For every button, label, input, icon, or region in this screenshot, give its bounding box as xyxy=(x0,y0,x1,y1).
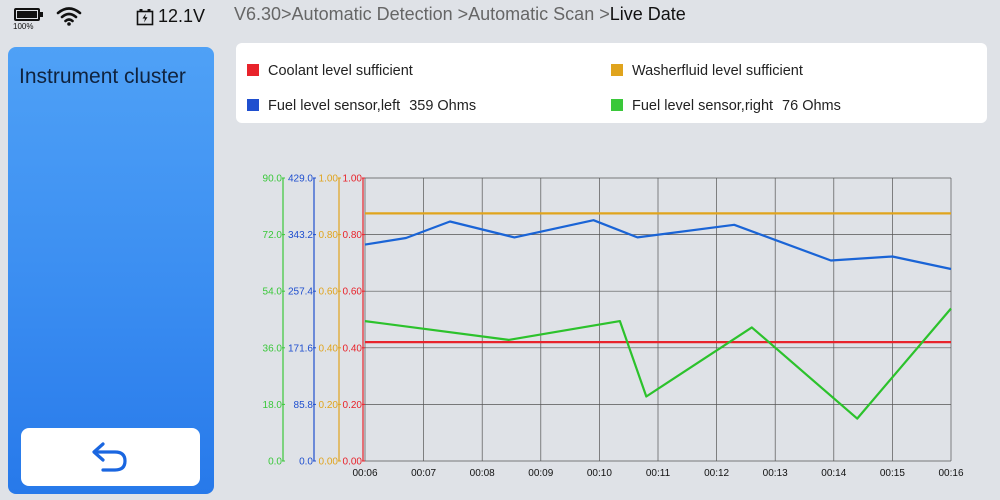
x-tick-label: 00:11 xyxy=(646,468,671,479)
series-line-fuel-level-sensor-left xyxy=(364,219,952,271)
status-bar: 100% 12.1V xyxy=(0,0,220,36)
legend-label: Coolant level sufficient xyxy=(268,63,413,79)
series-line-fuel-level-sensor-right xyxy=(364,307,952,420)
breadcrumb-path: V6.30>Automatic Detection >Automatic Sca… xyxy=(234,4,610,24)
y-tick-label: 0.40 xyxy=(343,343,363,354)
y-tick-label: 0.80 xyxy=(319,230,339,241)
legend-swatch xyxy=(611,99,623,111)
y-tick-label: 54.0 xyxy=(263,287,283,298)
x-tick-label: 00:07 xyxy=(411,468,436,479)
x-tick-label: 00:10 xyxy=(587,468,612,479)
legend-item-fuel-left: Fuel level sensor,left 359 Ohms xyxy=(247,98,476,114)
back-arrow-icon xyxy=(92,442,127,472)
x-tick-label: 00:09 xyxy=(528,468,553,479)
legend-value: 359 Ohms xyxy=(409,98,477,114)
legend-item-washerfluid: Washerfluid level sufficient xyxy=(611,63,803,79)
battery-icon xyxy=(14,8,43,21)
y-tick-label: 0.20 xyxy=(343,400,363,411)
legend-card: Coolant level sufficient Washerfluid lev… xyxy=(236,43,987,123)
x-tick-label: 00:15 xyxy=(880,468,905,479)
y-tick-label: 36.0 xyxy=(263,343,283,354)
y-tick-label: 18.0 xyxy=(263,400,283,411)
x-tick-label: 00:14 xyxy=(821,468,846,479)
x-tick-label: 00:12 xyxy=(704,468,729,479)
y-tick-label: 1.00 xyxy=(343,174,363,185)
breadcrumb: V6.30>Automatic Detection >Automatic Sca… xyxy=(234,4,686,25)
y-tick-label: 85.8 xyxy=(294,400,314,411)
legend-item-fuel-right: Fuel level sensor,right 76 Ohms xyxy=(611,98,841,114)
wifi-icon xyxy=(56,7,82,26)
legend-value: 76 Ohms xyxy=(782,98,841,114)
live-data-chart: 0.0 18.0 36.0 54.0 72.0 90.0 0.0 85.8 171.6 257.4… xyxy=(263,174,964,480)
y-tick-label: 343.2 xyxy=(288,230,313,241)
y-tick-label: 72.0 xyxy=(263,230,283,241)
y-tick-label: 0.60 xyxy=(343,287,363,298)
y-tick-label: 257.4 xyxy=(288,287,313,298)
y-tick-label: 0.0 xyxy=(268,457,282,468)
y-tick-label: 0.60 xyxy=(319,287,339,298)
y-tick-label: 0.00 xyxy=(319,457,339,468)
x-tick-label: 00:06 xyxy=(352,468,377,479)
x-tick-label: 00:13 xyxy=(763,468,788,479)
legend-label: Washerfluid level sufficient xyxy=(632,63,803,79)
breadcrumb-current: Live Date xyxy=(609,4,686,24)
y-tick-label: 0.20 xyxy=(319,400,339,411)
y-tick-label: 429.0 xyxy=(288,174,313,185)
y-tick-label: 90.0 xyxy=(263,174,283,185)
y-tick-label: 0.40 xyxy=(319,343,339,354)
x-tick-label: 00:08 xyxy=(470,468,495,479)
legend-swatch xyxy=(247,64,259,76)
panel-title: Instrument cluster xyxy=(19,65,186,88)
back-button[interactable] xyxy=(21,428,200,486)
y-tick-label: 0.80 xyxy=(343,230,363,241)
power-icon xyxy=(136,9,154,26)
legend-item-coolant: Coolant level sufficient xyxy=(247,63,413,79)
x-tick-label: 00:16 xyxy=(938,468,963,479)
legend-swatch xyxy=(247,99,259,111)
legend-swatch xyxy=(611,64,623,76)
y-tick-label: 171.6 xyxy=(288,343,313,354)
legend-label: Fuel level sensor,left xyxy=(268,98,401,114)
voltage-readout: 12.1V xyxy=(158,6,206,26)
legend-label: Fuel level sensor,right xyxy=(632,98,774,114)
y-tick-label: 1.00 xyxy=(319,174,339,185)
battery-percentage: 100% xyxy=(13,22,34,31)
y-tick-label: 0.0 xyxy=(299,457,313,468)
side-panel: Instrument cluster xyxy=(8,47,214,494)
y-tick-label: 0.00 xyxy=(343,457,363,468)
